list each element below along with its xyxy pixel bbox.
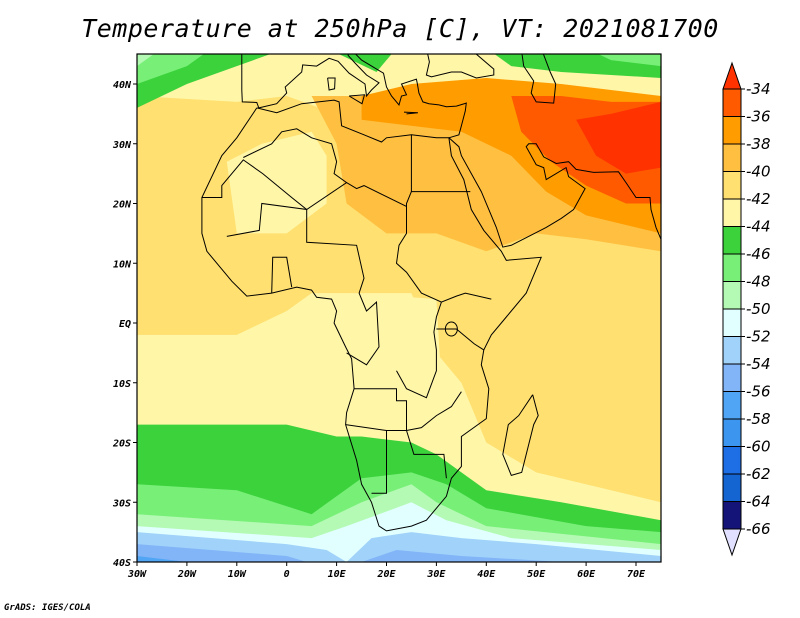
colorbar-swatch <box>722 226 742 255</box>
x-tick-label: 60E <box>577 569 596 580</box>
x-tick-label: 50E <box>527 569 546 580</box>
colorbar-swatch <box>722 391 742 420</box>
x-tick-label: 40E <box>477 569 496 580</box>
contour-band <box>338 54 392 72</box>
colorbar-label: -62 <box>746 465 771 483</box>
colorbar-label: -46 <box>746 245 771 263</box>
colorbar-label: -52 <box>746 328 771 346</box>
y-axis: 40N 30N 20N 10N EQ 10S 20S 30S 40S <box>112 80 137 569</box>
contour-band <box>576 101 661 174</box>
colorbar-label: -34 <box>746 80 771 98</box>
contour-band <box>598 54 661 67</box>
colorbar-swatch <box>722 336 742 365</box>
x-tick-label: 20W <box>177 569 197 580</box>
y-tick-label: EQ <box>119 319 131 330</box>
x-tick-label: 0 <box>284 569 290 580</box>
colorbar-label: -66 <box>746 520 771 538</box>
contour-band <box>336 293 452 443</box>
coastline <box>241 54 380 109</box>
contour-band <box>387 568 462 598</box>
coastline <box>327 77 336 91</box>
coastlines <box>201 54 661 532</box>
chart-title: Temperature at 250hPa [C], VT: 202108170… <box>81 14 719 43</box>
colorbar-above-arrow <box>722 61 742 90</box>
coastline <box>425 54 495 79</box>
temperature-field <box>137 54 661 598</box>
colorbar-swatch <box>722 446 742 475</box>
colorbar-label: -56 <box>746 383 771 401</box>
colorbar-swatch <box>722 418 742 447</box>
y-tick-label: 40S <box>113 558 131 569</box>
coastline <box>243 128 347 184</box>
coastline <box>201 159 407 211</box>
y-tick-label: 20S <box>112 439 131 450</box>
coastline <box>226 202 380 366</box>
colorbar-label: -54 <box>746 355 771 373</box>
x-tick-label: 30E <box>426 569 446 580</box>
coastline <box>448 137 661 248</box>
y-tick-label: 40N <box>113 80 132 91</box>
coastline <box>395 191 492 303</box>
y-tick-label: 30N <box>112 140 132 151</box>
colorbar-swatch <box>722 171 742 200</box>
contour-band <box>137 544 562 562</box>
colorbar-label: -44 <box>746 218 771 236</box>
coastline <box>406 430 447 479</box>
colorbar-label: -40 <box>746 163 771 181</box>
map-frame <box>136 53 662 563</box>
y-tick-label: 10N <box>113 259 132 270</box>
colorbar-swatch <box>722 501 742 530</box>
colorbar-swatch <box>722 281 742 310</box>
coastline <box>436 328 485 351</box>
colorbar-swatch <box>722 363 742 392</box>
y-tick-label: 10S <box>113 379 131 390</box>
x-axis: 30W 20W 10W 0 10E 20E 30E 40E 50E 60E 70E <box>127 562 646 580</box>
lake-victoria <box>444 321 458 337</box>
coastline <box>502 394 539 477</box>
x-tick-label: 70E <box>627 569 646 580</box>
coastline <box>354 388 407 431</box>
x-tick-label: 20E <box>376 569 396 580</box>
coastline <box>521 54 557 104</box>
colorbar: -34 -36 -38 -40 -42 -44 -46 -48 -50 -52 -54 -56 -58 -… <box>722 61 771 557</box>
x-tick-label: 30W <box>127 569 147 580</box>
colorbar-label: -48 <box>746 273 771 291</box>
x-tick-label: 10E <box>328 569 347 580</box>
coastline <box>396 301 442 399</box>
colorbar-swatch <box>722 253 742 282</box>
colorbar-swatch <box>722 198 742 227</box>
coastline <box>201 99 542 532</box>
colorbar-below-arrow <box>722 528 742 557</box>
colorbar-swatch <box>722 473 742 502</box>
grads-credit: GrADS: IGES/COLA <box>4 603 91 613</box>
colorbar-label: -38 <box>746 135 771 153</box>
coastline <box>348 94 366 105</box>
colorbar-swatch <box>722 88 742 117</box>
y-tick-label: 30S <box>112 498 131 509</box>
colorbar-label: -36 <box>746 108 771 126</box>
colorbar-swatch <box>722 143 742 172</box>
colorbar-label: -58 <box>746 410 771 428</box>
coastline <box>355 54 467 139</box>
colorbar-label: -60 <box>746 438 771 456</box>
contour-band <box>226 131 327 234</box>
coastline <box>271 256 293 294</box>
contour-band <box>137 556 187 562</box>
colorbar-label: -64 <box>746 493 771 511</box>
colorbar-label: -42 <box>746 190 771 208</box>
y-tick-label: 20N <box>112 200 132 211</box>
coastline <box>403 111 418 115</box>
contour-band <box>137 54 154 67</box>
colorbar-swatch <box>722 308 742 337</box>
contour-band <box>137 54 204 84</box>
x-tick-label: 10W <box>228 569 247 580</box>
colorbar-swatch <box>722 116 742 145</box>
coastline <box>371 430 387 494</box>
colorbar-label: -50 <box>746 300 771 318</box>
